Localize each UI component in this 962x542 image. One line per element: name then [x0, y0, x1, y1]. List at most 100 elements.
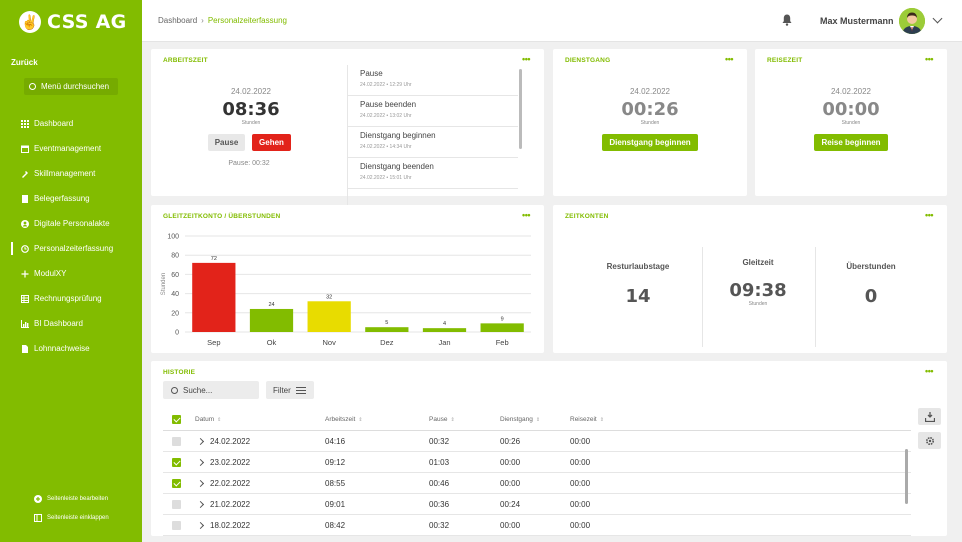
search-icon — [29, 83, 36, 90]
column-header[interactable]: Reisezeit ⇕ — [570, 416, 650, 423]
bar[interactable] — [480, 323, 524, 332]
date-value: 18.02.2022 — [210, 520, 251, 530]
table-icon — [20, 294, 29, 303]
x-tick-label: Jan — [438, 338, 450, 347]
more-icon[interactable]: ••• — [725, 54, 733, 64]
card-title: DIENSTGANG — [565, 57, 611, 64]
filter-icon — [295, 386, 306, 394]
sidebar-item-personalzeiterfassung[interactable]: Personalzeiterfassung — [0, 236, 142, 261]
chevron-down-icon[interactable] — [932, 13, 943, 24]
dienstgang-cell: 00:24 — [500, 499, 521, 509]
more-icon[interactable]: ••• — [925, 366, 933, 376]
table-row[interactable]: 22.02.2022 08:55 00:46 00:00 00:00 — [163, 473, 911, 494]
x-tick-label: Nov — [322, 338, 336, 347]
bar[interactable] — [422, 328, 467, 332]
sidebar-item-eventmanagement[interactable]: Eventmanagement — [0, 136, 142, 161]
avatar[interactable] — [899, 8, 925, 34]
sidebar-item-rechnungsprüfung[interactable]: Rechnungsprüfung — [0, 286, 142, 311]
expand-chevron-icon[interactable] — [196, 521, 205, 529]
row-checkbox[interactable] — [172, 520, 181, 530]
bar[interactable] — [192, 262, 236, 332]
sidebar-collapse-button[interactable]: Seitenleiste einklappen — [33, 513, 109, 522]
log-scrollbar[interactable] — [519, 69, 522, 149]
more-icon[interactable]: ••• — [925, 54, 933, 64]
date-cell: 21.02.2022 — [195, 500, 325, 509]
sidebar-item-label: Lohnnachweise — [34, 344, 90, 353]
bar[interactable] — [249, 308, 294, 332]
date-cell: 23.02.2022 — [195, 458, 325, 467]
more-icon[interactable]: ••• — [522, 54, 530, 64]
resturlaub-value: 14 — [625, 286, 651, 307]
column-header[interactable]: Dienstgang ⇕ — [500, 416, 570, 423]
column-header[interactable]: Arbeitszeit ⇕ — [325, 416, 429, 423]
y-tick-label: 0 — [175, 330, 179, 337]
sidebar-item-label: BI Dashboard — [34, 319, 83, 328]
filter-button[interactable]: Filter — [266, 381, 314, 399]
log-item: Dienstgang beginnen 24.02.2022 • 14:34 Uh… — [348, 127, 518, 158]
table-row[interactable]: 18.02.2022 08:42 00:32 00:00 00:00 — [163, 515, 911, 536]
card-title: HISTORIE — [163, 369, 196, 376]
log-time: 24.02.2022 • 12:29 Uhr — [360, 82, 412, 88]
column-header[interactable]: Datum ⇕ — [195, 416, 325, 423]
download-button[interactable] — [918, 408, 941, 425]
bar-value-label: 24 — [268, 302, 274, 308]
bar-value-label: 9 — [501, 316, 504, 322]
breadcrumb-root[interactable]: Dashboard — [158, 16, 198, 25]
settings-button[interactable] — [918, 432, 941, 449]
table-scrollbar[interactable] — [905, 449, 908, 504]
gleitzeit-label: Gleitzeit — [742, 258, 774, 267]
row-checkbox[interactable] — [172, 499, 181, 509]
sidebar-item-label: Digitale Personalakte — [34, 219, 110, 228]
row-checkbox[interactable] — [172, 457, 181, 467]
table-row[interactable]: 23.02.2022 09:12 01:03 00:00 00:00 — [163, 452, 911, 473]
sidebar-item-lohnnachweise[interactable]: Lohnnachweise — [0, 336, 142, 361]
bell-icon[interactable] — [782, 14, 792, 26]
back-link[interactable]: Zurück — [11, 58, 38, 67]
user-name[interactable]: Max Mustermann — [820, 16, 894, 26]
sidebar-item-digitale-personalakte[interactable]: Digitale Personalakte — [0, 211, 142, 236]
date-value: 21.02.2022 — [210, 499, 251, 509]
sidebar-item-dashboard[interactable]: Dashboard — [0, 111, 142, 136]
sidebar-item-label: Personalzeiterfassung — [34, 244, 114, 253]
breadcrumb-current[interactable]: Personalzeiterfassung — [207, 16, 287, 25]
expand-chevron-icon[interactable] — [196, 500, 205, 508]
sidebar-item-bi-dashboard[interactable]: BI Dashboard — [0, 311, 142, 336]
table-row[interactable]: 24.02.2022 04:16 00:32 00:26 00:00 — [163, 431, 911, 452]
row-checkbox[interactable] — [172, 436, 181, 446]
breadcrumb-separator-icon: › — [201, 16, 204, 25]
gear-icon — [925, 436, 934, 445]
bar[interactable] — [307, 301, 351, 332]
dienstgang-beginnen-button[interactable]: Dienstgang beginnen — [602, 134, 698, 151]
reise-beginnen-button[interactable]: Reise beginnen — [814, 134, 888, 151]
sidebar-edit-button[interactable]: Seitenleiste bearbeiten — [33, 494, 108, 503]
divider — [815, 247, 816, 347]
table-row[interactable]: 21.02.2022 09:01 00:36 00:24 00:00 — [163, 494, 911, 515]
expand-chevron-icon[interactable] — [196, 458, 205, 466]
pause-button[interactable]: Pause — [208, 134, 245, 151]
card-title: REISEZEIT — [767, 57, 803, 64]
expand-chevron-icon[interactable] — [196, 437, 205, 445]
more-icon[interactable]: ••• — [925, 210, 933, 220]
bar[interactable] — [365, 327, 409, 332]
select-all-checkbox[interactable] — [172, 415, 181, 424]
date-cell: 18.02.2022 — [195, 521, 325, 530]
column-header[interactable]: Pause ⇕ — [429, 416, 500, 423]
row-checkbox[interactable] — [172, 478, 181, 488]
search-input[interactable]: Suche... — [163, 381, 259, 399]
table-header: Datum ⇕ Arbeitszeit ⇕ Pause ⇕ Dienstgang ⇕ Reise… — [163, 409, 911, 431]
log-time: 24.02.2022 • 13:02 Uhr — [360, 113, 412, 119]
sidebar-item-belegerfassung[interactable]: Belegerfassung — [0, 186, 142, 211]
top-bar: Dashboard › Personalzeiterfassung Max Must… — [142, 0, 962, 42]
gleitzeit-unit: Stunden — [748, 301, 768, 307]
sidebar-item-skillmanagement[interactable]: Skillmanagement — [0, 161, 142, 186]
gehen-button[interactable]: Gehen — [252, 134, 291, 151]
arbeitszeit-date: 24.02.2022 — [230, 87, 272, 96]
column-header-label: Reisezeit — [570, 416, 597, 423]
menu-search-button[interactable]: Menü durchsuchen — [24, 78, 118, 95]
expand-chevron-icon[interactable] — [196, 479, 205, 487]
ueberstunden-label: Überstunden — [846, 262, 896, 271]
logo[interactable]: ✌ CSS AG — [19, 11, 127, 33]
more-icon[interactable]: ••• — [522, 210, 530, 220]
sidebar-item-modulxy[interactable]: ModulXY — [0, 261, 142, 286]
reisezeit-cell: 00:00 — [570, 457, 591, 467]
